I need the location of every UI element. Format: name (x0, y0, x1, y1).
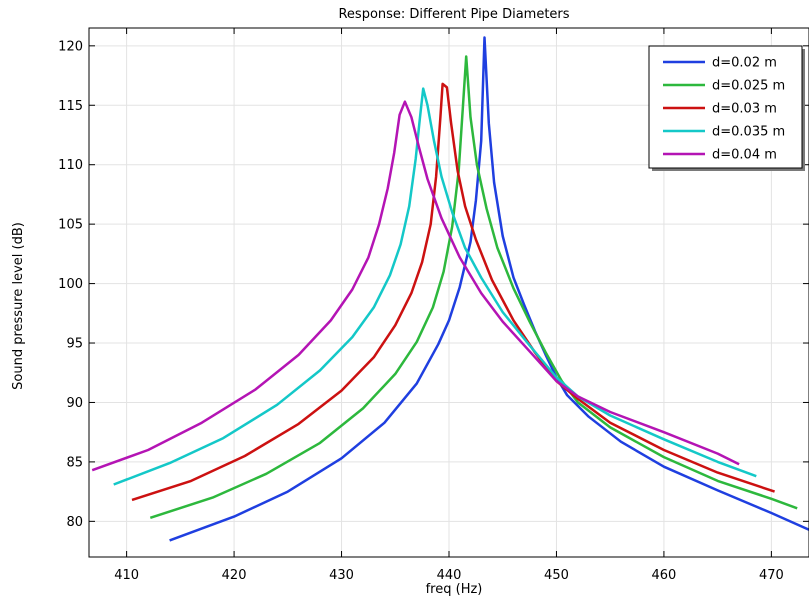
legend-label-2: d=0.025 m (712, 79, 785, 94)
legend-label-5: d=0.04 m (712, 148, 777, 163)
legend: d=0.02 m d=0.025 m d=0.03 m d=0.035 m d=0.04… (648, 45, 805, 171)
y-tick-label: 85 (66, 455, 83, 470)
y-axis-label: Sound pressure level (dB) (11, 222, 26, 390)
series-line-3 (131, 82, 775, 502)
x-tick-label: 410 (114, 568, 139, 583)
y-tick-label: 90 (66, 396, 83, 411)
x-axis-label: freq (Hz) (426, 582, 483, 597)
legend-label-4: d=0.035 m (712, 125, 785, 140)
x-tick-label: 430 (329, 568, 354, 583)
y-tick-label: 120 (58, 39, 83, 54)
series-line-5 (91, 100, 740, 472)
x-tick-label: 470 (759, 568, 784, 583)
chart-title: Response: Different Pipe Diameters (338, 7, 569, 22)
series-line-1 (169, 36, 809, 542)
y-tick-label: 80 (66, 515, 83, 530)
x-tick-label: 420 (222, 568, 247, 583)
legend-items: d=0.02 m d=0.025 m d=0.03 m d=0.035 m d=0.04… (663, 56, 785, 163)
legend-label-3: d=0.03 m (712, 102, 777, 117)
y-tick-label: 110 (58, 158, 83, 173)
x-tick-label: 460 (652, 568, 677, 583)
tick-layer: 410 420 430 440 450 460 470 80 85 90 95 100 105 110 11… (58, 28, 809, 583)
legend-label-1: d=0.02 m (712, 56, 777, 71)
y-tick-label: 95 (66, 337, 83, 352)
y-tick-label: 115 (58, 99, 83, 114)
y-tick-label: 100 (58, 277, 83, 292)
x-tick-label: 440 (437, 568, 462, 583)
x-tick-label: 450 (544, 568, 569, 583)
y-tick-label: 105 (58, 218, 83, 233)
series-layer (91, 36, 809, 542)
series-line-2 (149, 55, 798, 519)
